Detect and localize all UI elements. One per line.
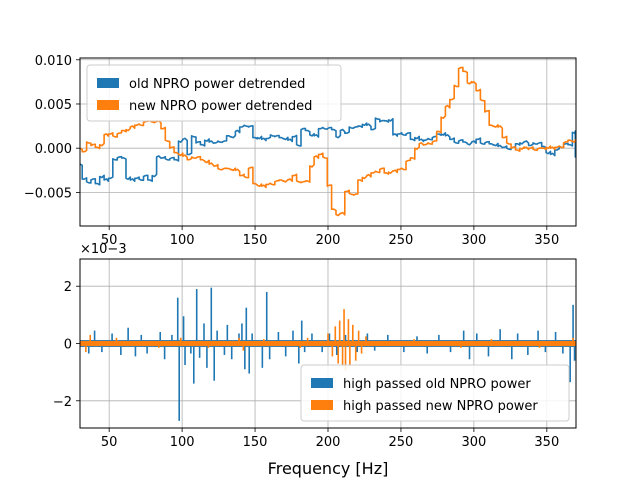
x-tick-label: 350	[534, 435, 559, 450]
bottom-x-axis-label: Frequency [Hz]	[268, 459, 389, 478]
top-chart-panel: 50 100 150 200 250 300 350 −0.005 0.000 0.005 0.01…	[24, 54, 577, 248]
x-tick-label: 50	[101, 435, 118, 450]
y-tick-label: −0.005	[24, 186, 72, 201]
top-series-group	[80, 66, 576, 217]
y-tick-label: −2	[53, 395, 72, 410]
legend-swatch	[311, 378, 333, 388]
y-tick-label: 2	[64, 280, 72, 295]
x-tick-label: 300	[461, 233, 486, 248]
x-tick-label: 350	[534, 233, 559, 248]
bottom-offset-text: ×10−3	[80, 242, 127, 257]
legend-swatch	[311, 400, 333, 410]
legend-label: high passed old NPRO power	[343, 377, 531, 392]
series-line-old	[80, 117, 576, 186]
top-legend: old NPRO power detrended new NPRO power d…	[86, 64, 342, 122]
x-tick-label: 300	[461, 435, 486, 450]
x-tick-label: 150	[243, 435, 268, 450]
bottom-chart-panel: 50 100 150 200 250 300 350 −2 0 2 ×10−3 Frequency…	[53, 242, 577, 478]
y-tick-label: 0.000	[35, 142, 72, 157]
legend-label: new NPRO power detrended	[129, 99, 312, 114]
legend-box	[300, 364, 570, 422]
series-line-new	[80, 66, 576, 217]
legend-box	[86, 64, 342, 122]
x-tick-label: 250	[389, 435, 414, 450]
legend-swatch	[97, 100, 119, 110]
legend-swatch	[97, 78, 119, 88]
x-tick-label: 200	[316, 435, 341, 450]
x-tick-label: 250	[389, 233, 414, 248]
x-tick-label: 200	[316, 233, 341, 248]
legend-label: high passed new NPRO power	[343, 399, 538, 414]
top-tick-group: 50 100 150 200 250 300 350 −0.005 0.000 0.005 0.01…	[24, 54, 559, 248]
bottom-tick-group: 50 100 150 200 250 300 350 −2 0 2	[53, 280, 559, 450]
bottom-legend: high passed old NPRO power high passed ne…	[300, 364, 570, 422]
bottom-series-group	[80, 287, 576, 421]
x-tick-label: 50	[101, 233, 118, 248]
legend-label: old NPRO power detrended	[129, 77, 305, 92]
x-tick-label: 150	[243, 233, 268, 248]
x-tick-label: 100	[170, 435, 195, 450]
y-tick-label: 0.010	[35, 54, 72, 69]
y-tick-label: 0	[64, 338, 72, 353]
x-tick-label: 100	[170, 233, 195, 248]
y-tick-label: 0.005	[35, 98, 72, 113]
